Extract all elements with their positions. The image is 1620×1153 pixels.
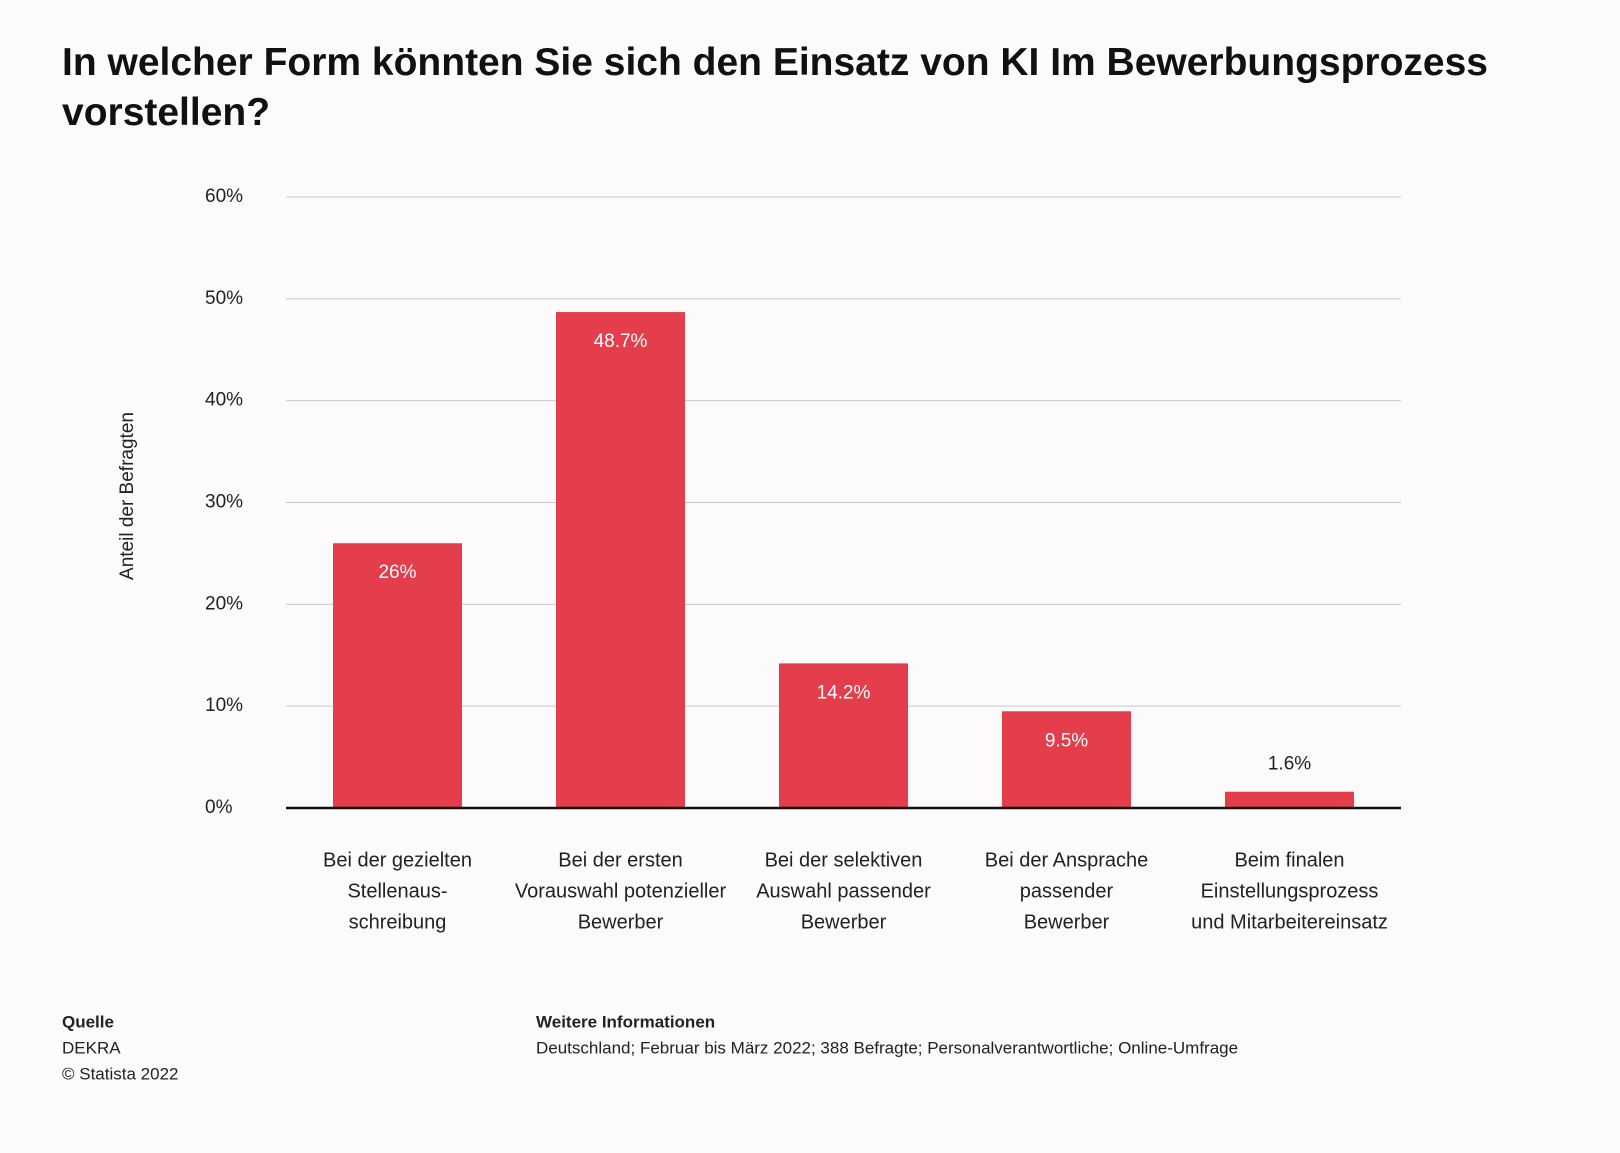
- bar: [556, 312, 685, 808]
- y-axis-label: Anteil der Befragten: [117, 412, 138, 580]
- x-tick-label: Auswahl passender: [756, 880, 931, 902]
- notes-text: Deutschland; Februar bis März 2022; 388 …: [536, 1038, 1238, 1057]
- bar: [1225, 791, 1354, 808]
- x-tick-label: schreibung: [349, 911, 447, 933]
- y-tick-label: 0%: [205, 797, 233, 818]
- chart-title: In welcher Form könnten Sie sich den Ein…: [62, 41, 1488, 134]
- y-tick-label: 50%: [205, 288, 243, 309]
- x-tick-label: Beim finalen: [1234, 849, 1344, 871]
- y-tick-label: 40%: [205, 390, 243, 411]
- source-heading: Quelle: [62, 1012, 114, 1031]
- bar: [1002, 711, 1131, 808]
- x-tick-label: Bewerber: [1024, 911, 1110, 933]
- notes-heading: Weitere Informationen: [536, 1012, 715, 1031]
- source-line: DEKRA: [62, 1038, 121, 1057]
- value-label: 48.7%: [594, 331, 648, 352]
- value-label: 26%: [378, 562, 416, 583]
- x-tick-label: Einstellungsprozess: [1201, 880, 1379, 902]
- x-tick-label: und Mitarbeitereinsatz: [1191, 911, 1388, 933]
- y-tick-label: 20%: [205, 593, 243, 614]
- value-label: 9.5%: [1045, 730, 1088, 751]
- x-tick-label: Bewerber: [801, 911, 887, 933]
- bar: [333, 543, 462, 808]
- x-tick-label: Bewerber: [578, 911, 664, 933]
- x-tick-label: Bei der ersten: [558, 849, 683, 871]
- y-tick-label: 10%: [205, 695, 243, 716]
- x-tick-label: Vorauswahl potenzieller: [515, 880, 727, 902]
- x-tick-label: passender: [1020, 880, 1114, 902]
- x-tick-label: Stellenaus-: [347, 880, 447, 902]
- y-tick-label: 30%: [205, 492, 243, 513]
- source-line: © Statista 2022: [62, 1064, 179, 1083]
- x-tick-label: Bei der selektiven: [765, 849, 923, 871]
- value-label: 14.2%: [817, 682, 871, 703]
- x-tick-label: Bei der gezielten: [323, 849, 472, 871]
- x-tick-label: Bei der Ansprache: [985, 849, 1148, 871]
- bar: [779, 663, 908, 808]
- y-tick-label: 60%: [205, 186, 243, 207]
- value-label: 1.6%: [1268, 754, 1311, 775]
